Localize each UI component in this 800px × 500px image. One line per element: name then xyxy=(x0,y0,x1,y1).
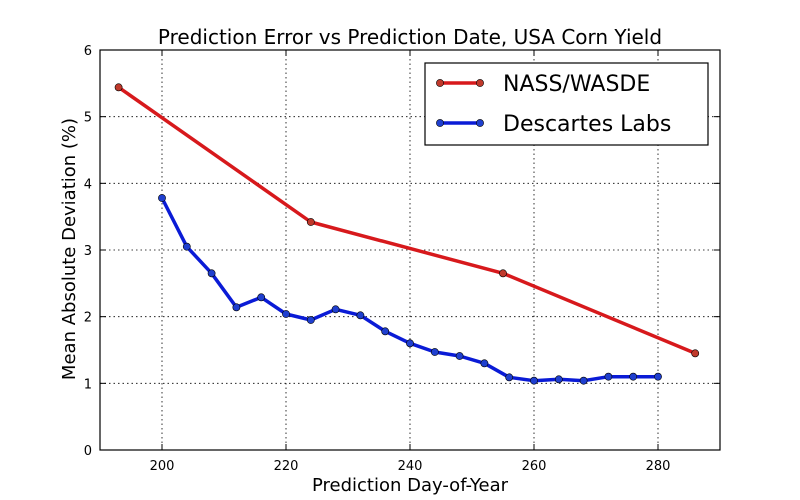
data-point-descartes-labs xyxy=(306,316,315,324)
legend-entry-nass-wasde: NASS/WASDE xyxy=(436,72,650,97)
y-tick-label: 6 xyxy=(84,44,92,59)
x-tick-label: 200 xyxy=(150,459,175,474)
series-descartes-labs xyxy=(158,194,662,385)
data-point-descartes-labs xyxy=(505,373,514,382)
x-tick-label: 280 xyxy=(646,459,671,474)
data-point-nass-wasde xyxy=(114,83,123,92)
data-point-descartes-labs xyxy=(381,327,390,336)
legend: NASS/WASDE Descartes Labs xyxy=(424,62,709,146)
y-tick-label: 0 xyxy=(84,444,92,459)
data-point-descartes-labs xyxy=(182,242,191,251)
data-point-nass-wasde xyxy=(306,218,315,226)
data-point-descartes-labs xyxy=(430,348,439,356)
data-point-descartes-labs xyxy=(604,372,613,381)
y-tick-label: 4 xyxy=(84,177,92,192)
data-point-descartes-labs xyxy=(530,376,538,385)
legend-marker xyxy=(436,79,444,87)
data-point-descartes-labs xyxy=(331,305,340,314)
data-point-descartes-labs xyxy=(282,310,290,318)
data-point-descartes-labs xyxy=(158,194,166,202)
data-point-descartes-labs xyxy=(257,293,266,302)
y-tick-label: 5 xyxy=(84,111,92,126)
data-point-descartes-labs xyxy=(554,375,563,384)
legend-entry-descartes-labs: Descartes Labs xyxy=(436,112,671,137)
data-point-descartes-labs xyxy=(579,376,588,385)
x-axis-label: Prediction Day-of-Year xyxy=(312,475,509,496)
data-point-descartes-labs xyxy=(629,372,638,381)
data-point-nass-wasde xyxy=(691,349,700,358)
x-tick-label: 240 xyxy=(398,459,423,474)
y-tick-label: 3 xyxy=(84,244,92,259)
legend-box xyxy=(424,62,709,146)
y-tick-label: 1 xyxy=(84,377,92,392)
x-tick-label: 220 xyxy=(274,459,299,474)
data-point-descartes-labs xyxy=(232,303,241,312)
y-axis-label: Mean Absolute Deviation (%) xyxy=(59,118,80,380)
data-point-descartes-labs xyxy=(207,269,216,278)
legend-label: NASS/WASDE xyxy=(503,72,650,97)
x-tick-label: 260 xyxy=(522,459,547,474)
data-point-descartes-labs xyxy=(480,359,489,368)
legend-marker xyxy=(476,119,484,127)
data-point-descartes-labs xyxy=(654,372,662,381)
series-nass-wasde xyxy=(114,83,700,358)
data-point-nass-wasde xyxy=(499,269,507,278)
y-tick-label: 2 xyxy=(84,311,92,326)
plot-series xyxy=(114,83,700,385)
data-point-descartes-labs xyxy=(356,311,365,320)
legend-marker xyxy=(436,119,444,127)
legend-label: Descartes Labs xyxy=(503,112,671,137)
data-point-descartes-labs xyxy=(406,339,414,348)
data-point-descartes-labs xyxy=(455,352,464,360)
series-line-nass-wasde xyxy=(117,85,696,355)
tick-labels: 200 220 240 260 280 0 1 2 3 4 5 6 xyxy=(84,44,720,474)
legend-marker xyxy=(476,79,484,87)
chart-title: Prediction Error vs Prediction Date, USA… xyxy=(158,25,662,49)
